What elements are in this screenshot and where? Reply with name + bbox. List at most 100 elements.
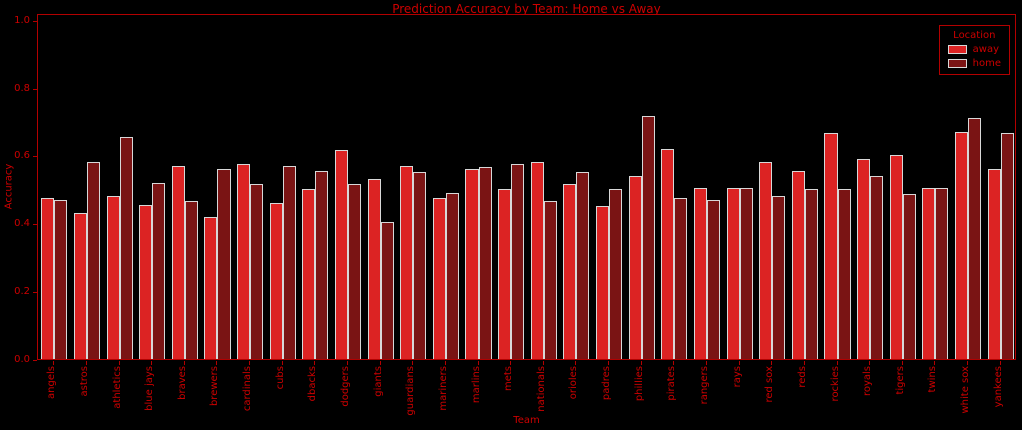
bar-royals-away	[857, 159, 871, 359]
bar-padres-home	[609, 189, 623, 359]
bar-rangers-away	[693, 188, 707, 359]
bar-marlins-home	[478, 167, 492, 359]
x-tick-mark	[543, 361, 544, 365]
y-tick-label-0.4: 0.4	[14, 218, 30, 230]
y-tick-mark	[33, 156, 37, 157]
x-tick-label-pirates: pirates	[666, 366, 677, 401]
x-tick-mark	[934, 361, 935, 365]
y-tick-mark	[33, 224, 37, 225]
bar-tigers-home	[902, 194, 916, 359]
x-tick-mark	[837, 361, 838, 365]
x-tick-mark	[412, 361, 413, 365]
bar-brewers-away	[204, 217, 218, 359]
x-tick-label-guardians: guardians	[405, 366, 416, 416]
x-tick-label-mariners: mariners	[438, 366, 449, 411]
x-tick-mark	[184, 361, 185, 365]
bar-mariners-home	[445, 193, 459, 359]
x-tick-mark	[151, 361, 152, 365]
y-tick-label-0.8: 0.8	[14, 82, 30, 94]
x-tick-mark	[706, 361, 707, 365]
bar-yankees-away	[987, 169, 1001, 359]
bar-royals-home	[870, 176, 884, 359]
legend-entry-away: away	[947, 44, 1001, 55]
x-tick-label-red-sox: red sox	[764, 366, 775, 403]
x-tick-label-athletics: athletics	[112, 366, 123, 409]
x-tick-mark	[869, 361, 870, 365]
bar-nationals-away	[530, 162, 544, 359]
bar-reds-home	[804, 189, 818, 359]
bar-giants-away	[367, 179, 381, 359]
bar-angels-away	[41, 198, 55, 359]
bar-mets-away	[498, 189, 512, 359]
bar-athletics-home	[119, 137, 133, 359]
x-tick-mark	[119, 361, 120, 365]
bar-rockies-home	[837, 189, 851, 359]
bar-reds-away	[791, 171, 805, 359]
bar-guardians-home	[413, 172, 427, 359]
x-tick-label-brewers: brewers	[209, 366, 220, 407]
bar-braves-away	[171, 166, 185, 359]
bar-twins-away	[922, 188, 936, 359]
x-tick-mark	[380, 361, 381, 365]
bar-cubs-away	[269, 203, 283, 359]
y-tick-label-0.2: 0.2	[14, 286, 30, 298]
y-tick-label-0.0: 0.0	[14, 354, 30, 365]
bar-dodgers-away	[334, 150, 348, 359]
x-tick-label-cubs: cubs	[275, 366, 286, 390]
bar-dbacks-home	[315, 171, 329, 359]
x-tick-mark	[445, 361, 446, 365]
bar-twins-home	[935, 188, 949, 359]
x-tick-mark	[739, 361, 740, 365]
bar-dbacks-away	[302, 189, 316, 359]
legend-label-home: home	[972, 58, 1001, 69]
x-tick-label-padres: padres	[601, 366, 612, 401]
bar-cubs-home	[282, 166, 296, 359]
x-tick-label-reds: reds	[797, 366, 808, 388]
bar-athletics-away	[106, 196, 120, 359]
y-tick-label-0.6: 0.6	[14, 150, 30, 162]
bar-giants-home	[380, 222, 394, 359]
bar-mariners-away	[432, 198, 446, 359]
bar-astros-home	[86, 162, 100, 359]
y-tick-mark	[33, 21, 37, 22]
x-tick-mark	[86, 361, 87, 365]
x-tick-mark	[216, 361, 217, 365]
bar-phillies-away	[628, 176, 642, 359]
bar-pirates-home	[674, 198, 688, 359]
x-tick-label-braves: braves	[177, 366, 188, 400]
bar-astros-away	[73, 213, 87, 359]
x-tick-mark	[1000, 361, 1001, 365]
bar-braves-home	[184, 201, 198, 359]
x-tick-label-twins: twins	[927, 366, 938, 393]
x-tick-label-nationals: nationals	[536, 366, 547, 412]
x-tick-label-dbacks: dbacks	[307, 366, 318, 402]
bar-red-sox-home	[772, 196, 786, 359]
x-tick-label-yankees: yankees	[993, 366, 1004, 408]
x-tick-mark	[575, 361, 576, 365]
x-tick-mark	[314, 361, 315, 365]
bar-red-sox-away	[759, 162, 773, 359]
x-tick-mark	[967, 361, 968, 365]
bar-orioles-home	[576, 172, 590, 359]
bar-mets-home	[511, 164, 525, 359]
bar-blue-jays-home	[152, 183, 166, 359]
x-tick-mark	[608, 361, 609, 365]
x-tick-label-rays: rays	[732, 366, 743, 388]
bar-phillies-home	[641, 116, 655, 359]
bar-rangers-home	[706, 200, 721, 359]
x-tick-label-dodgers: dodgers	[340, 366, 351, 407]
x-tick-label-marlins: marlins	[471, 366, 482, 404]
y-tick-label-1.0: 1.0	[14, 14, 30, 26]
x-tick-label-rangers: rangers	[699, 366, 710, 405]
bar-blue-jays-away	[139, 205, 153, 359]
bar-angels-home	[54, 200, 68, 359]
bar-orioles-away	[563, 184, 577, 359]
x-tick-label-orioles: orioles	[568, 366, 579, 400]
x-tick-label-cardinals: cardinals	[242, 366, 253, 412]
chart-title: Prediction Accuracy by Team: Home vs Awa…	[392, 2, 661, 16]
x-tick-mark	[771, 361, 772, 365]
x-tick-mark	[282, 361, 283, 365]
bar-white-sox-away	[954, 132, 969, 359]
legend-title: Location	[953, 30, 996, 41]
